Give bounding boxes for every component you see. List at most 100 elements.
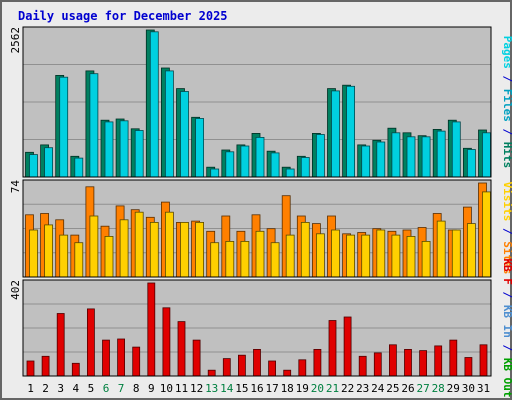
bar-kbytes-kb_f-day-31 [479,344,488,377]
bar-pages-files-hits-pages-day-22 [346,85,356,178]
bar-pages-files-hits-pages-day-24 [376,141,386,178]
x-tick-label-day-21: 21 [326,382,339,395]
bar-pages-files-hits-pages-day-30 [466,149,476,178]
x-tick-label-day-30: 30 [462,382,475,395]
bar-visits-sites-visits-day-13 [210,242,220,278]
legend-entry: Pages [501,36,512,69]
bar-pages-files-hits-pages-day-29 [451,121,461,178]
bar-visits-sites-visits-day-6 [104,235,114,278]
bar-kbytes-kb_f-day-20 [313,348,322,377]
x-tick-label-day-5: 5 [88,382,95,395]
bar-kbytes-kb_f-day-28 [434,345,443,377]
bar-visits-sites-visits-day-17 [270,242,280,278]
x-tick-label-day-12: 12 [190,382,203,395]
legend-entry: Visits [501,182,512,222]
bar-visits-sites-visits-day-29 [451,229,461,278]
bar-visits-sites-visits-day-10 [164,211,174,278]
bar-pages-files-hits-pages-day-12 [195,118,205,178]
bar-pages-files-hits-pages-day-18 [285,168,295,178]
bar-visits-sites-visits-day-24 [376,229,386,278]
bar-visits-sites-visits-day-14 [225,240,235,278]
bar-pages-files-hits-pages-day-6 [104,121,114,178]
bar-visits-sites-visits-day-15 [240,240,250,278]
bar-visits-sites-visits-day-8 [134,211,144,278]
x-tick-label-day-7: 7 [118,382,125,395]
bar-pages-files-hits-pages-day-27 [421,136,431,178]
x-tick-label-day-10: 10 [160,382,173,395]
bar-kbytes-kb_f-day-10 [162,307,171,377]
legend-entry: Sites [501,241,512,274]
bar-pages-files-hits-pages-day-16 [255,136,265,178]
x-tick-label-day-20: 20 [311,382,324,395]
bar-visits-sites-visits-day-12 [195,221,205,278]
bar-kbytes-kb_f-day-19 [298,359,307,377]
bar-kbytes-kb_f-day-18 [283,369,292,377]
bar-kbytes-kb_f-day-30 [464,357,473,377]
x-tick-label-day-25: 25 [386,382,399,395]
bar-pages-files-hits-pages-day-3 [59,76,69,178]
bar-visits-sites-visits-day-25 [391,234,401,278]
panel-visits-sites-border [22,179,492,278]
bar-kbytes-kb_f-day-1 [26,360,35,377]
bar-visits-sites-visits-day-18 [285,234,295,278]
bar-pages-files-hits-pages-day-8 [134,130,144,178]
bar-pages-files-hits-pages-day-11 [180,91,189,178]
bar-kbytes-kb_f-day-3 [56,313,65,377]
panel-visits-sites-legend: Visits / Sites [501,182,512,275]
x-axis-labels: 1 2 3 4 5 6 7 8 9 10 11 12 13 14 15 16 17 18 19 20 21 22 23 24 2… [27,382,490,395]
bar-pages-files-hits-pages-day-15 [240,145,250,178]
x-tick-label-day-11: 11 [175,382,188,395]
bar-visits-sites-visits-day-9 [149,221,159,278]
bar-pages-files-hits-pages-day-25 [391,132,401,178]
x-tick-label-day-31: 31 [477,382,490,395]
panel-visits-sites-axis-max-label: 74 [9,180,22,194]
bar-kbytes-kb_f-day-23 [358,355,367,377]
bar-kbytes-kb_f-day-2 [41,355,50,377]
legend-entry: / [501,221,512,241]
bar-kbytes-kb_f-day-27 [419,350,428,377]
legend-entry: Files [501,89,512,122]
legend-entry: / [501,122,512,142]
bar-visits-sites-visits-day-7 [119,219,129,278]
bar-pages-files-hits-pages-day-7 [119,120,129,178]
bar-pages-files-hits-pages-day-23 [361,145,371,178]
bar-kbytes-kb_f-day-14 [222,358,231,377]
bar-pages-files-hits-pages-day-4 [74,157,84,178]
bar-visits-sites-visits-day-5 [89,215,99,278]
bar-visits-sites-visits-day-23 [361,234,371,278]
bar-pages-files-hits-pages-day-20 [315,134,325,178]
x-tick-label-day-3: 3 [57,382,64,395]
bar-visits-sites-visits-day-31 [482,191,491,278]
bar-kbytes-kb_f-day-25 [388,344,397,377]
x-tick-label-day-19: 19 [296,382,309,395]
bar-kbytes-kb_f-day-24 [373,352,382,377]
bar-kbytes-kb_f-day-11 [177,321,186,377]
bar-kbytes-kb_f-day-12 [192,339,201,377]
bar-visits-sites-visits-day-4 [74,242,84,278]
legend-entry: KB In [501,305,512,338]
x-tick-label-day-14: 14 [220,382,234,395]
x-tick-label-day-1: 1 [27,382,34,395]
bar-kbytes-kb_f-day-22 [343,316,352,377]
legend-entry: / [501,338,512,358]
x-tick-label-day-28: 28 [432,382,445,395]
bar-kbytes-kb_f-day-26 [404,348,412,377]
bar-kbytes-kb_f-day-15 [237,354,246,377]
bar-pages-files-hits-pages-day-1 [29,154,38,178]
bar-visits-sites-visits-day-3 [59,234,69,278]
x-tick-label-day-15: 15 [235,382,248,395]
bar-kbytes-kb_f-day-8 [132,346,141,377]
bar-kbytes-kb_f-day-13 [207,369,216,377]
x-tick-label-day-2: 2 [42,382,49,395]
panel-pages-files-hits-border [22,26,492,178]
bar-kbytes-kb_f-day-9 [147,282,156,377]
x-tick-label-day-24: 24 [371,382,385,395]
x-tick-label-day-23: 23 [356,382,369,395]
bar-kbytes-kb_f-day-7 [117,338,125,377]
x-tick-label-day-9: 9 [148,382,155,395]
bar-kbytes-kb_f-day-4 [71,362,80,377]
